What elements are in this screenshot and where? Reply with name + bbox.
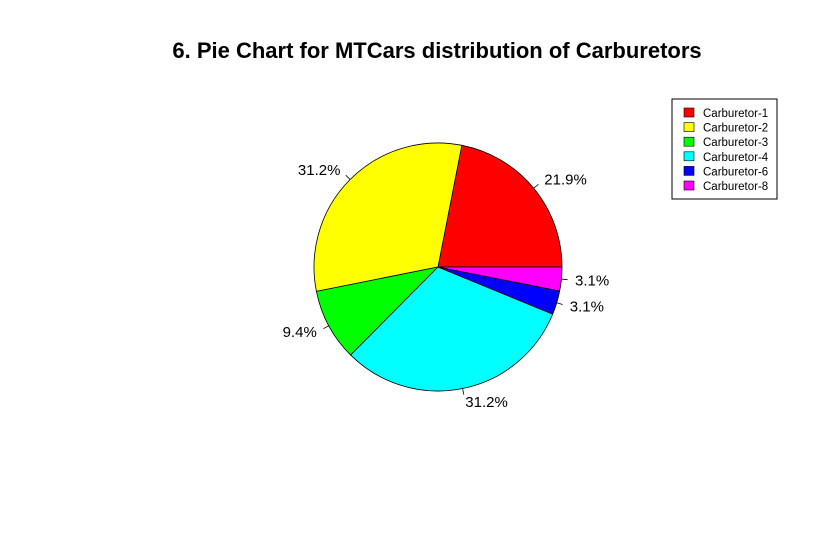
legend-label: Carburetor-6 (703, 166, 768, 178)
pie-slice-carburetor-4 (350, 266, 554, 392)
pie-slice-carburetor-1 (437, 144, 563, 268)
chart-title: 6. Pie Chart for MTCars distribution of … (172, 38, 701, 63)
pie-percent-label: 31.2% (298, 162, 341, 179)
legend-swatch (683, 180, 695, 191)
pie-label-tick (556, 302, 563, 305)
legend-swatch (683, 136, 695, 147)
legend-swatch (683, 122, 695, 132)
legend-label: Carburetor-1 (703, 108, 768, 120)
legend-label: Carburetor-2 (703, 123, 768, 135)
pie-label-tick (533, 183, 539, 189)
pie-percent-label: 3.1% (570, 299, 604, 316)
pie-label-tick (323, 325, 329, 330)
pie-label-tick (345, 174, 351, 180)
pie-labels: 21.9% 31.2% 9.4% 31.2% 3.1% 3.1% (283, 162, 610, 411)
pie-label-tick (561, 278, 568, 281)
pie-percent-label: 31.2% (465, 394, 508, 411)
legend-swatch (683, 166, 695, 176)
pie-slice-carburetor-2 (313, 142, 463, 292)
pie-percent-label: 3.1% (575, 272, 609, 289)
pie-percent-label: 21.9% (544, 172, 587, 189)
pie-percent-label: 9.4% (283, 324, 317, 341)
pie-slices (313, 142, 563, 392)
legend-label: Carburetor-3 (703, 137, 768, 149)
pie-label-tick (462, 388, 465, 395)
legend-swatch (683, 151, 695, 162)
legend-label: Carburetor-4 (703, 152, 769, 164)
legend-swatch (683, 107, 695, 118)
legend-label: Carburetor-8 (703, 181, 768, 193)
legend: Carburetor-1 Carburetor-2 Carburetor-3 Carb… (671, 98, 778, 200)
